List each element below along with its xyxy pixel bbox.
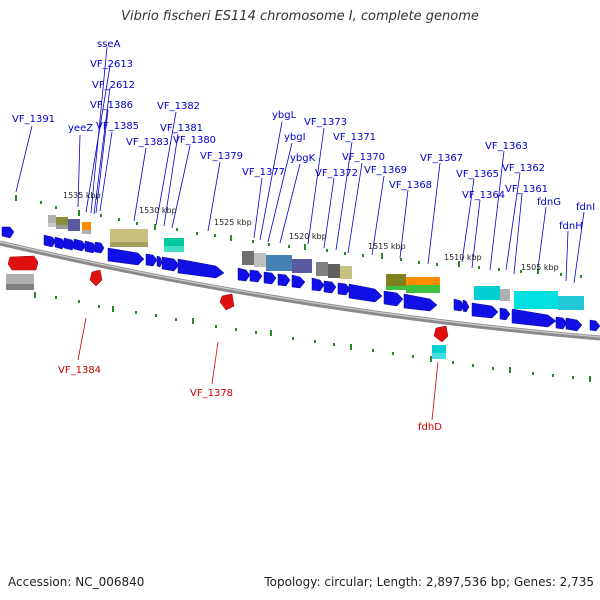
- inner-tick-ring: [18, 284, 591, 382]
- forward-cds-track: [1, 226, 600, 332]
- gene-label[interactable]: VF_1363: [485, 141, 528, 152]
- scale-label: 1505 kbp: [521, 263, 559, 272]
- scale-label: 1530 kbp: [139, 206, 177, 215]
- gene-label[interactable]: VF_2613: [90, 59, 133, 70]
- gene-label[interactable]: VF_1386: [90, 100, 133, 111]
- gene-label[interactable]: ybgI: [284, 132, 306, 143]
- gene-label[interactable]: VF_1367: [420, 153, 463, 164]
- gene-label[interactable]: VF_1385: [96, 121, 139, 132]
- genome-summary-text: Topology: circular; Length: 2,897,536 bp…: [264, 575, 594, 589]
- gene-label[interactable]: VF_1380: [173, 135, 216, 146]
- gene-label[interactable]: sseA: [97, 39, 121, 50]
- gene-label[interactable]: ybgL: [272, 110, 297, 121]
- scale-label: 1525 kbp: [214, 218, 252, 227]
- upper-gene-labels: sseA VF_2613 VF_2612 VF_1386 VF_1385 yee…: [12, 39, 595, 232]
- gene-label[interactable]: fdnI: [576, 202, 595, 213]
- gene-label[interactable]: fdnH: [559, 221, 583, 232]
- gene-label[interactable]: yeeZ: [68, 123, 93, 134]
- gene-label[interactable]: VF_1369: [364, 165, 407, 176]
- gene-label[interactable]: VF_1365: [456, 169, 499, 180]
- gene-label[interactable]: VF_1381: [160, 123, 203, 134]
- gene-label[interactable]: VF_1377: [242, 167, 285, 178]
- chromosome-backbone-highlight: [0, 241, 600, 338]
- gene-label[interactable]: VF_1368: [389, 180, 432, 191]
- gene-label[interactable]: VF_1373: [304, 117, 347, 128]
- scale-label: 1510 kbp: [444, 253, 482, 262]
- gene-label[interactable]: fdhD: [418, 422, 442, 433]
- gene-label[interactable]: VF_1391: [12, 114, 55, 125]
- gene-label[interactable]: VF_1382: [157, 101, 200, 112]
- gene-label[interactable]: VF_1384: [58, 365, 101, 376]
- gene-label[interactable]: VF_1378: [190, 388, 233, 399]
- forward-feature-blocks: [48, 215, 584, 310]
- scale-labels: 1535 kbp 1530 kbp 1525 kbp 1520 kbp 1515…: [63, 191, 559, 272]
- lower-leader-lines: [77, 317, 439, 421]
- gene-label[interactable]: VF_1370: [342, 152, 385, 163]
- map-title: Vibrio fischeri ES114 chromosome I, comp…: [121, 9, 479, 24]
- reverse-cds-track: [7, 255, 449, 343]
- outer-tick-ring: [15, 195, 582, 278]
- gene-label[interactable]: VF_2612: [92, 80, 135, 91]
- gene-label[interactable]: VF_1372: [315, 168, 358, 179]
- gene-label[interactable]: VF_1362: [502, 163, 545, 174]
- gene-label[interactable]: VF_1371: [333, 132, 376, 143]
- scale-label: 1520 kbp: [289, 232, 327, 241]
- reverse-feature-blocks: [6, 274, 446, 359]
- scale-label: 1535 kbp: [63, 191, 101, 200]
- gene-label[interactable]: VF_1383: [126, 137, 169, 148]
- scale-label: 1515 kbp: [368, 242, 406, 251]
- chromosome-backbone: [0, 240, 600, 341]
- gene-label[interactable]: fdnG: [537, 197, 561, 208]
- gene-label[interactable]: VF_1364: [462, 190, 505, 201]
- upper-leader-lines: [15, 46, 585, 284]
- lower-gene-labels: VF_1384 VF_1378 fdhD: [58, 365, 442, 433]
- gene-label[interactable]: VF_1361: [505, 184, 548, 195]
- gene-label[interactable]: VF_1379: [200, 151, 243, 162]
- accession-text: Accession: NC_006840: [8, 575, 145, 589]
- gene-label[interactable]: ybgK: [290, 153, 316, 164]
